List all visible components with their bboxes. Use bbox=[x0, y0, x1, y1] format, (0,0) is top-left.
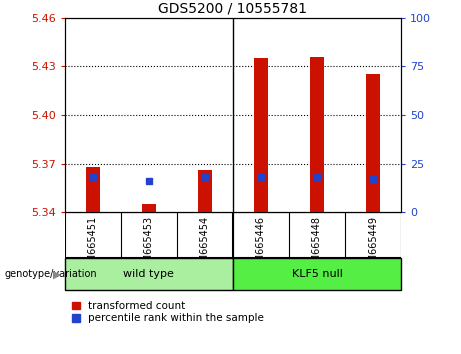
Text: GSM665449: GSM665449 bbox=[368, 216, 378, 275]
Bar bbox=[65, 258, 233, 290]
Text: genotype/variation: genotype/variation bbox=[5, 269, 97, 279]
Text: GSM665448: GSM665448 bbox=[312, 216, 322, 275]
Text: GSM665446: GSM665446 bbox=[256, 216, 266, 275]
Bar bbox=[86, 167, 100, 212]
Text: KLF5 null: KLF5 null bbox=[291, 269, 343, 279]
Text: GSM665453: GSM665453 bbox=[144, 216, 154, 275]
Text: ▶: ▶ bbox=[53, 269, 61, 279]
Bar bbox=[366, 74, 380, 212]
Bar bbox=[254, 58, 268, 212]
Legend: transformed count, percentile rank within the sample: transformed count, percentile rank withi… bbox=[70, 299, 266, 325]
Text: GSM665451: GSM665451 bbox=[88, 216, 98, 275]
Title: GDS5200 / 10555781: GDS5200 / 10555781 bbox=[158, 1, 307, 15]
Text: GSM665454: GSM665454 bbox=[200, 216, 210, 275]
Bar bbox=[142, 204, 156, 212]
Bar bbox=[198, 170, 212, 212]
Bar bbox=[310, 57, 324, 212]
Bar bbox=[233, 258, 401, 290]
Text: wild type: wild type bbox=[123, 269, 174, 279]
